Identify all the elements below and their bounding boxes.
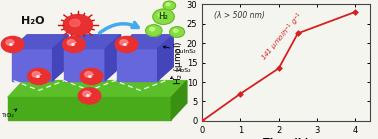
Circle shape (120, 40, 128, 45)
Polygon shape (105, 35, 121, 81)
Polygon shape (117, 49, 158, 81)
Text: MoS₂: MoS₂ (170, 68, 191, 79)
Circle shape (153, 9, 174, 24)
Text: (λ > 500 nm): (λ > 500 nm) (214, 11, 265, 20)
Circle shape (115, 36, 138, 53)
Circle shape (6, 40, 14, 45)
Circle shape (174, 29, 178, 32)
Circle shape (170, 27, 184, 37)
Text: e⁻: e⁻ (123, 42, 130, 47)
Y-axis label: H$_2$ (μmol): H$_2$ (μmol) (172, 40, 185, 85)
Polygon shape (64, 35, 121, 49)
Circle shape (146, 25, 162, 36)
Polygon shape (171, 81, 187, 120)
Text: TiO₂: TiO₂ (2, 109, 17, 118)
Circle shape (80, 68, 103, 85)
Circle shape (2, 36, 24, 53)
Polygon shape (12, 49, 53, 81)
Circle shape (150, 27, 155, 31)
FancyArrowPatch shape (99, 23, 138, 33)
Text: 141 μmolh$^{-1}$ g$^{-1}$: 141 μmolh$^{-1}$ g$^{-1}$ (258, 10, 307, 64)
Polygon shape (12, 35, 68, 49)
Text: CuInS₂: CuInS₂ (163, 46, 196, 54)
Point (199, 120, 205, 122)
Point (352, 11, 358, 13)
Polygon shape (64, 49, 105, 81)
Point (237, 93, 243, 95)
Text: H₂: H₂ (159, 12, 169, 21)
Circle shape (78, 88, 101, 104)
Polygon shape (158, 35, 173, 81)
Circle shape (63, 15, 93, 35)
Point (276, 67, 282, 70)
Text: e⁻: e⁻ (9, 42, 16, 47)
Circle shape (28, 68, 50, 85)
Circle shape (166, 3, 170, 6)
Text: e⁻: e⁻ (88, 74, 95, 79)
Polygon shape (8, 97, 171, 120)
Circle shape (163, 1, 176, 10)
Point (295, 32, 301, 34)
Circle shape (70, 19, 80, 27)
Circle shape (67, 40, 75, 45)
Text: e⁻: e⁻ (36, 74, 42, 79)
Circle shape (85, 72, 93, 77)
Circle shape (32, 72, 40, 77)
Circle shape (63, 36, 85, 53)
Text: H₂O: H₂O (21, 16, 45, 26)
Circle shape (83, 91, 91, 97)
Polygon shape (8, 81, 187, 97)
Circle shape (158, 13, 164, 17)
X-axis label: Time (h): Time (h) (263, 138, 310, 139)
Polygon shape (53, 35, 68, 81)
Text: e⁻: e⁻ (70, 42, 77, 47)
Text: e⁻: e⁻ (86, 93, 93, 98)
Polygon shape (117, 35, 173, 49)
